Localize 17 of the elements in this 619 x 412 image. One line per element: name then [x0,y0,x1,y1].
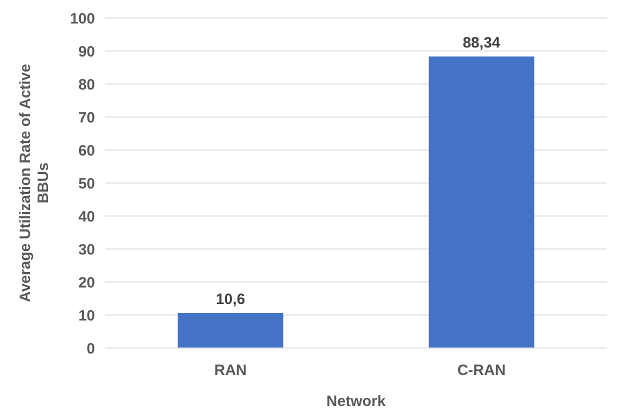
x-tick-label: RAN [214,362,247,379]
x-axis-title: Network [326,393,386,410]
y-tick-label: 0 [86,340,95,358]
y-tick-label: 90 [78,43,95,60]
y-axis-title: Average Utilization Rate of Active BBUs [17,64,52,302]
data-label: 88,34 [462,34,501,52]
y-tick-label: 60 [78,142,95,160]
y-tick-label: 30 [78,241,95,258]
y-tick-label: 40 [78,208,95,226]
data-label: 10,6 [216,291,246,308]
y-tick-label: 70 [78,109,95,126]
y-tick-label: 20 [78,274,95,292]
y-tick-label: 100 [70,10,95,28]
y-tick-label: 80 [78,76,95,94]
y-tick-label: 10 [78,307,95,324]
y-tick-label: 50 [78,175,95,192]
x-tick-label: C-RAN [457,362,506,379]
